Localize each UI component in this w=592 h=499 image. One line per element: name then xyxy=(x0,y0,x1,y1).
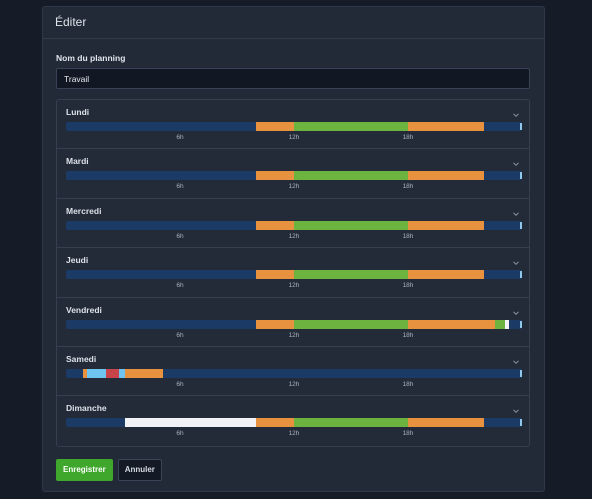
schedule-segment xyxy=(294,270,408,280)
schedule-segment xyxy=(408,270,484,280)
schedule-segment xyxy=(408,122,484,131)
bar-end-marker xyxy=(520,172,522,180)
hour-tick-label: 18h xyxy=(402,380,414,388)
schedule-bar[interactable] xyxy=(66,418,522,428)
hour-tick-label: 6h xyxy=(176,282,184,290)
hour-tick-label: 12h xyxy=(288,282,300,290)
schedule-segment xyxy=(256,319,294,329)
hour-tick-label: 12h xyxy=(288,232,300,240)
schedule-segment xyxy=(294,220,408,230)
chevron-down-icon[interactable] xyxy=(512,402,520,414)
modal-title: Éditer xyxy=(43,7,544,39)
hour-tick-label: 18h xyxy=(402,232,414,240)
schedule-segment xyxy=(294,319,408,329)
chevron-down-icon[interactable] xyxy=(512,254,520,266)
schedule-bar[interactable] xyxy=(66,368,522,378)
day-name: Mardi xyxy=(66,156,89,167)
schedule-segment xyxy=(256,270,294,280)
schedule-bar[interactable] xyxy=(66,270,522,280)
day-row-3[interactable]: Jeudi 6h 12h 18h xyxy=(57,248,529,298)
day-row-4[interactable]: Vendredi 6h 12h 18h xyxy=(57,298,529,347)
schedule-bar[interactable] xyxy=(66,220,522,230)
chevron-down-icon[interactable] xyxy=(512,106,520,118)
day-row-5[interactable]: Samedi 6h 12h 18h xyxy=(57,347,529,397)
hour-tick-label: 6h xyxy=(176,430,184,438)
hour-tick-label: 6h xyxy=(176,134,184,141)
name-label: Nom du planning xyxy=(56,53,126,63)
hour-tick-label: 18h xyxy=(402,183,414,191)
hour-tick-label: 6h xyxy=(176,183,184,191)
chevron-down-icon[interactable] xyxy=(512,205,520,216)
schedule-segment xyxy=(124,368,163,378)
schedule-segment xyxy=(294,171,408,181)
edit-modal: Éditer Nom du planning Lundi6h12h18hMard… xyxy=(42,6,545,492)
hour-tick-label: 18h xyxy=(402,134,414,141)
schedule-segment xyxy=(294,418,408,428)
schedule-segment xyxy=(294,122,408,131)
day-name: Vendredi xyxy=(66,304,102,315)
chevron-down-icon[interactable] xyxy=(512,304,520,315)
day-name: Samedi xyxy=(66,353,97,364)
bar-end-marker xyxy=(520,123,522,130)
modal-footer: Enregistrer Annuler xyxy=(43,447,544,493)
schedule-segment xyxy=(408,220,484,230)
day-row-1[interactable]: Mardi 6h 12h 18h xyxy=(57,149,529,199)
day-name: Mercredi xyxy=(66,205,102,216)
bar-end-marker xyxy=(520,419,522,427)
modal-body: Nom du planning Lundi 6h 12h 18h Mardi 6h 12h 1… xyxy=(43,39,544,447)
chevron-down-icon[interactable] xyxy=(512,155,520,167)
schedule-segment xyxy=(495,319,505,329)
schedule-segment xyxy=(124,418,256,428)
schedule-segment xyxy=(256,220,294,230)
schedule-segment xyxy=(408,418,484,428)
schedule-bar[interactable] xyxy=(66,319,522,329)
day-row-2[interactable]: Mercredi 6h 12h 18h xyxy=(57,199,529,249)
hour-tick-label: 6h xyxy=(176,232,184,240)
hour-tick-label: 12h xyxy=(288,380,300,388)
hour-tick-label: 12h xyxy=(288,183,300,191)
bar-end-marker xyxy=(520,369,522,377)
day-name: Jeudi xyxy=(66,255,89,266)
schedule-segment xyxy=(83,368,87,378)
schedule-bar[interactable] xyxy=(66,122,522,131)
hour-tick-label: 18h xyxy=(402,430,414,438)
bar-end-marker xyxy=(520,271,522,279)
schedule-segment xyxy=(86,368,106,378)
schedule-segment xyxy=(408,319,496,329)
chevron-down-icon[interactable] xyxy=(512,353,520,364)
schedule-segment xyxy=(256,418,294,428)
schedule-segment xyxy=(504,319,509,329)
bar-end-marker xyxy=(520,320,522,328)
schedule-segment xyxy=(256,122,294,131)
day-row-6[interactable]: Dimanche 6h 12h 18h xyxy=(57,396,529,445)
schedule-segment xyxy=(408,171,484,181)
name-input[interactable] xyxy=(56,68,530,89)
hour-tick-label: 6h xyxy=(176,380,184,388)
schedule-segment xyxy=(256,171,294,181)
hour-tick-label: 12h xyxy=(288,134,300,141)
schedule-segment xyxy=(105,368,120,378)
hour-tick-label: 12h xyxy=(288,430,300,438)
day-name: Dimanche xyxy=(66,403,107,414)
day-row-0[interactable]: Lundi 6h 12h 18h xyxy=(57,100,529,150)
schedule-bar[interactable] xyxy=(66,171,522,181)
bar-end-marker xyxy=(520,221,522,229)
save-button[interactable]: Enregistrer xyxy=(56,458,113,481)
hour-tick-label: 18h xyxy=(402,282,414,290)
day-list: Lundi 6h 12h 18h Mardi 6h 12h 18h Mercredi 6h 12h 1… xyxy=(56,99,530,447)
cancel-button[interactable]: Annuler xyxy=(117,458,162,481)
hour-tick-label: 12h xyxy=(288,331,300,339)
hour-tick-label: 18h xyxy=(402,331,414,339)
schedule-segment xyxy=(119,368,125,378)
hour-tick-label: 6h xyxy=(176,331,184,339)
day-name: Lundi xyxy=(66,107,90,117)
